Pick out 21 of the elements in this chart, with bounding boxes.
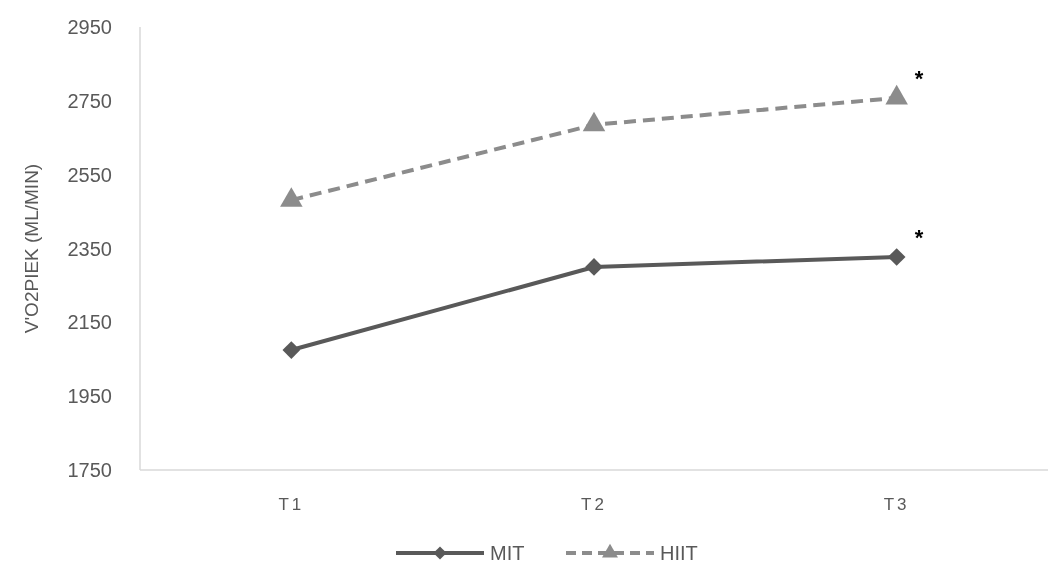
y-tick-label: 2350 [67,237,112,260]
y-tick-label: 1750 [67,459,112,481]
point [582,111,606,132]
point [887,248,906,266]
point [280,187,303,207]
y-tick-label: 2550 [67,163,112,186]
point [885,84,908,105]
x-tick-label: T3 [883,495,910,514]
legend-label: MIT [490,542,525,564]
point [282,341,301,359]
annotation: * [914,224,924,250]
y-tick-label: 2150 [67,311,112,334]
y-tick-label: 2950 [67,16,112,38]
x-tick-label: T1 [278,495,305,514]
x-tick-label: T2 [581,495,607,514]
y-tick-label: 2750 [67,89,112,112]
point [585,258,603,276]
legend-label: HIIT [660,542,698,564]
y-tick-label: 1950 [67,385,112,408]
annotation: * [914,65,924,91]
y-axis-title: V'O2PIEK (ML/MIN) [21,163,42,334]
